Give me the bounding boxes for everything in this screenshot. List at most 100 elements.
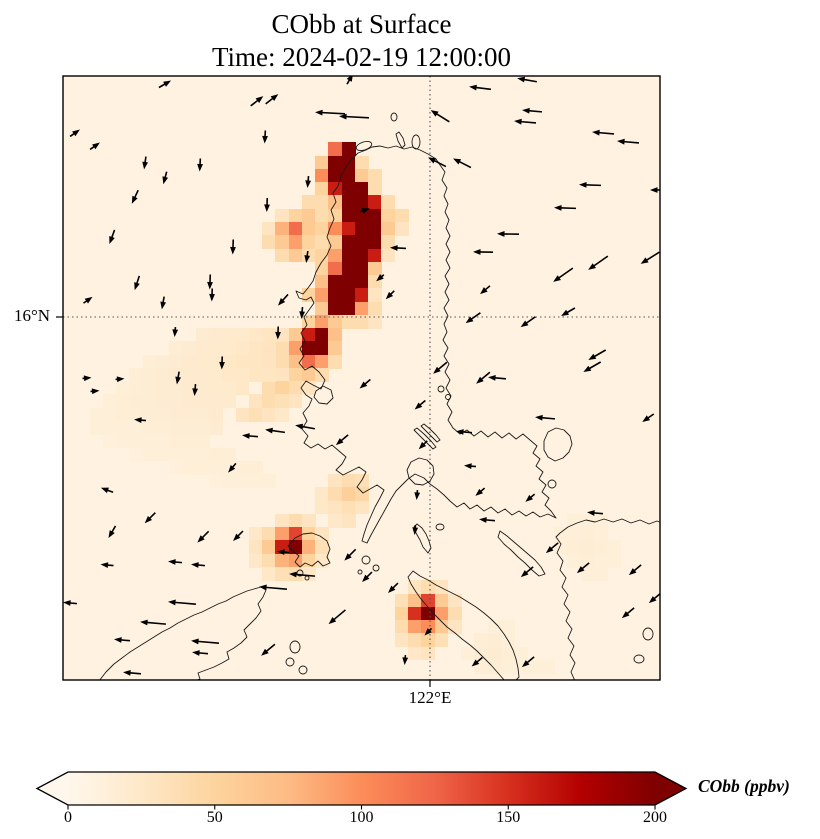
heatmap-cell — [354, 168, 369, 183]
heatmap-cell — [275, 540, 290, 555]
heatmap-cell — [607, 540, 621, 555]
heatmap-cell — [368, 314, 383, 329]
heatmap-cell — [328, 155, 343, 170]
heatmap-cell — [301, 195, 316, 210]
heatmap-cell — [580, 566, 595, 581]
heatmap-cell — [248, 394, 263, 409]
heatmap-cell — [262, 566, 276, 581]
heatmap-cell — [354, 487, 369, 502]
colorbar-gradient — [68, 772, 655, 805]
heatmap-cell — [381, 248, 396, 263]
heatmap-cell — [341, 288, 356, 303]
heatmap-cell — [169, 447, 184, 462]
heatmap-cell — [487, 659, 502, 674]
heatmap-cell — [408, 620, 422, 634]
heatmap-cell — [155, 447, 170, 462]
heatmap-cell — [288, 540, 303, 555]
heatmap-cell — [301, 248, 316, 263]
colorbar-tick-label: 0 — [64, 809, 72, 826]
heatmap-cell — [341, 142, 356, 157]
heatmap-cell — [461, 646, 475, 661]
heatmap-cell — [341, 500, 356, 515]
heatmap-cell — [354, 248, 369, 263]
heatmap-cell — [102, 394, 117, 409]
heatmap-cell — [275, 381, 290, 396]
heatmap-cell — [315, 487, 329, 502]
heatmap-cell — [195, 434, 210, 449]
heatmap-cell — [248, 553, 263, 568]
heatmap-cell — [182, 447, 197, 462]
heatmap-cell — [553, 527, 568, 542]
heatmap-cell — [301, 553, 316, 568]
heatmap-cell — [474, 659, 489, 674]
heatmap-cell — [195, 328, 210, 342]
colorbar-tick-label: 50 — [206, 809, 223, 826]
heatmap-cell — [328, 288, 343, 303]
heatmap-cell — [208, 354, 223, 369]
heatmap-cell — [354, 195, 369, 210]
heatmap-cell — [328, 354, 343, 369]
heatmap-cell — [208, 341, 223, 356]
heatmap-cell — [301, 354, 316, 369]
heatmap-cell — [421, 646, 436, 661]
heatmap-cell — [222, 354, 237, 369]
heatmap-cell — [102, 407, 117, 422]
heatmap-cell — [408, 580, 422, 595]
heatmap-cell — [514, 646, 529, 661]
heatmap-cell — [315, 367, 329, 382]
heatmap-cell — [328, 168, 343, 183]
heatmap-cell — [408, 646, 422, 661]
heatmap-cell — [315, 182, 329, 197]
heatmap-cell — [434, 620, 449, 634]
heatmap-cell — [155, 434, 170, 449]
heatmap-cell — [354, 275, 369, 289]
heatmap-cell — [275, 221, 290, 236]
heatmap-cell — [182, 434, 197, 449]
heatmap-cell — [182, 407, 197, 422]
heatmap-cell — [354, 155, 369, 170]
heatmap-cell — [580, 553, 595, 568]
heatmap-cell — [275, 553, 290, 568]
heatmap-cell — [129, 447, 144, 462]
heatmap-cell — [182, 341, 197, 356]
heatmap-cell — [195, 381, 210, 396]
lon-tick-label: 122°E — [408, 688, 452, 707]
heatmap-cell — [447, 593, 462, 608]
heatmap-cell — [328, 221, 343, 236]
heatmap-cell — [328, 487, 343, 502]
heatmap-cell — [354, 301, 369, 316]
heatmap-cell — [315, 235, 329, 250]
heatmap-cell — [368, 275, 383, 289]
heatmap-cell — [262, 367, 276, 382]
heatmap-cell — [155, 381, 170, 396]
heatmap-cell — [208, 394, 223, 409]
heatmap-cell — [182, 381, 197, 396]
heatmap-cell — [421, 606, 436, 621]
heatmap-cell — [328, 513, 343, 528]
heatmap-cell — [381, 195, 396, 210]
heatmap-cell — [222, 394, 237, 409]
heatmap-cell — [275, 513, 290, 528]
heatmap-cell — [328, 248, 343, 263]
heatmap-cell — [262, 407, 276, 422]
heatmap-cell — [248, 540, 263, 555]
heatmap-cell — [248, 460, 263, 475]
heatmap-cell — [169, 394, 184, 409]
heatmap-cell — [394, 620, 409, 634]
heatmap-cell — [341, 314, 356, 329]
heatmap-cell — [381, 208, 396, 223]
heatmap-cell — [116, 421, 130, 435]
heatmap-cell — [315, 527, 329, 542]
heatmap-cell — [169, 460, 184, 475]
heatmap-cell — [341, 155, 356, 170]
heatmap-cell — [394, 593, 409, 608]
heatmap-cell — [341, 487, 356, 502]
heatmap-cell — [116, 407, 130, 422]
colorbar-extend-min — [37, 772, 68, 805]
heatmap-cell — [394, 208, 409, 223]
heatmap-cell — [275, 354, 290, 369]
heatmap-cell — [89, 421, 104, 435]
heatmap-cell — [208, 407, 223, 422]
heatmap-cell — [593, 566, 608, 581]
heatmap-cell — [195, 407, 210, 422]
